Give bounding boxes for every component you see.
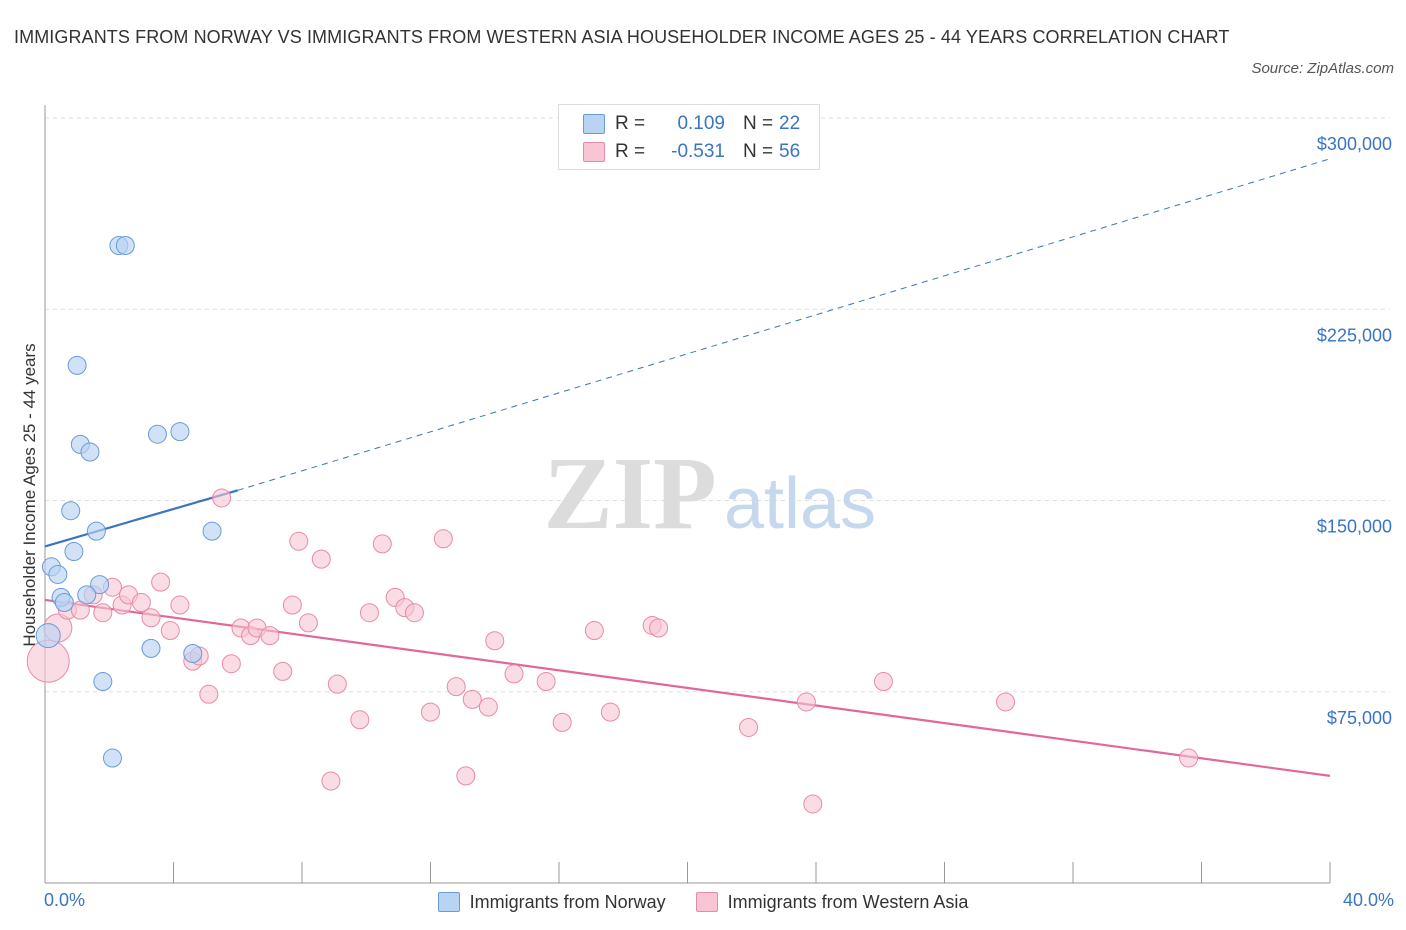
legend-item-western-asia[interactable]: Immigrants from Western Asia — [695, 888, 969, 916]
legend-row-western-asia: R = -0.531 N = 56 — [583, 139, 800, 165]
n-value-western-asia: 56 — [779, 141, 801, 162]
point-norway — [54, 593, 74, 612]
point-norway — [61, 501, 81, 521]
point-western-asia — [649, 618, 669, 638]
point-western-asia — [404, 603, 424, 623]
legend-label-norway: Immigrants from Norway — [469, 891, 666, 912]
y-tick-label-3: $300,000 — [1317, 134, 1392, 154]
point-western-asia — [289, 531, 309, 551]
series-norway — [35, 236, 222, 768]
point-western-asia — [584, 621, 604, 641]
point-western-asia — [151, 572, 171, 592]
point-western-asia — [462, 689, 482, 709]
point-norway — [67, 355, 87, 375]
point-western-asia — [478, 697, 498, 717]
point-norway — [64, 542, 84, 561]
point-norway — [183, 644, 203, 663]
point-western-asia — [359, 603, 379, 623]
point-western-asia — [298, 613, 318, 633]
legend-swatch-western-asia — [583, 142, 605, 162]
point-norway — [80, 442, 100, 462]
point-norway — [202, 521, 222, 541]
point-western-asia — [456, 766, 476, 786]
point-western-asia — [796, 692, 816, 712]
point-norway — [90, 575, 110, 595]
x-tick-min: 0.0% — [44, 890, 86, 910]
point-western-asia — [350, 710, 370, 730]
point-western-asia — [327, 674, 347, 694]
legend-row-norway: R = 0.109 N = 22 — [583, 111, 800, 137]
point-western-asia — [873, 672, 893, 692]
point-norway — [141, 638, 161, 658]
point-western-asia — [421, 702, 440, 722]
point-norway — [93, 672, 113, 692]
r-label: R = — [615, 113, 646, 134]
point-western-asia — [311, 549, 331, 569]
point-western-asia — [273, 661, 293, 681]
point-western-asia — [212, 488, 232, 508]
legend-item-norway[interactable]: Immigrants from Norway — [437, 888, 666, 916]
legend-swatch-western-asia — [695, 892, 718, 912]
correlation-legend: R = 0.109 N = 22 R = -0.531 N = 56 — [558, 104, 820, 170]
point-western-asia — [170, 595, 190, 615]
r-label: R = — [615, 141, 646, 162]
point-western-asia — [372, 534, 392, 554]
n-value-norway: 22 — [779, 113, 801, 134]
legend-swatch-norway — [583, 114, 605, 134]
point-norway — [48, 564, 68, 584]
point-western-asia — [131, 593, 151, 612]
point-western-asia — [160, 621, 180, 641]
point-norway — [115, 236, 135, 255]
legend-label-western-asia: Immigrants from Western Asia — [727, 891, 969, 912]
point-western-asia — [1179, 748, 1199, 768]
point-western-asia — [433, 529, 453, 549]
source-label: Source: ZipAtlas.com — [1251, 60, 1394, 77]
point-western-asia — [282, 595, 302, 615]
watermark-zip: ZIP — [543, 436, 716, 551]
point-norway — [170, 422, 190, 442]
trend-line-norway — [44, 489, 239, 548]
point-western-asia — [446, 677, 466, 697]
point-western-asia — [996, 692, 1016, 712]
point-western-asia — [93, 603, 113, 623]
point-western-asia — [803, 794, 823, 814]
point-western-asia — [141, 608, 161, 628]
r-value-norway: 0.109 — [677, 113, 725, 134]
point-western-asia — [260, 626, 280, 646]
point-western-asia — [485, 631, 505, 651]
watermark: ZIP atlas — [543, 436, 876, 551]
point-norway — [102, 748, 122, 768]
trend-line-norway-extended — [237, 158, 1331, 491]
point-western-asia — [199, 684, 219, 704]
legend-swatch-norway — [437, 892, 460, 912]
y-tick-labels: $75,000 $150,000 $225,000 $300,000 — [1317, 134, 1392, 728]
watermark-atlas: atlas — [724, 464, 876, 544]
point-western-asia — [739, 717, 759, 737]
y-tick-label-2: $225,000 — [1317, 325, 1392, 345]
point-norway — [147, 424, 167, 444]
point-western-asia — [536, 672, 556, 692]
point-western-asia — [321, 771, 341, 791]
x-tick-max: 40.0% — [1342, 890, 1394, 910]
series-western-asia — [26, 488, 1199, 814]
point-norway — [77, 585, 97, 605]
axes — [44, 105, 1331, 884]
point-norway — [86, 521, 106, 541]
r-value-western-asia: -0.531 — [671, 141, 725, 162]
point-western-asia — [221, 654, 241, 674]
point-western-asia — [600, 702, 620, 722]
series-legend: Immigrants from Norway Immigrants from W… — [0, 888, 1406, 916]
point-western-asia — [552, 712, 572, 732]
n-label: N = — [743, 141, 774, 162]
point-western-asia — [504, 664, 524, 684]
chart-title: IMMIGRANTS FROM NORWAY VS IMMIGRANTS FRO… — [14, 27, 1230, 47]
point-norway — [35, 623, 61, 649]
y-tick-label-1: $150,000 — [1317, 517, 1392, 537]
y-tick-label-0: $75,000 — [1327, 708, 1392, 728]
grid-lines — [45, 117, 1390, 693]
n-label: N = — [743, 113, 774, 134]
